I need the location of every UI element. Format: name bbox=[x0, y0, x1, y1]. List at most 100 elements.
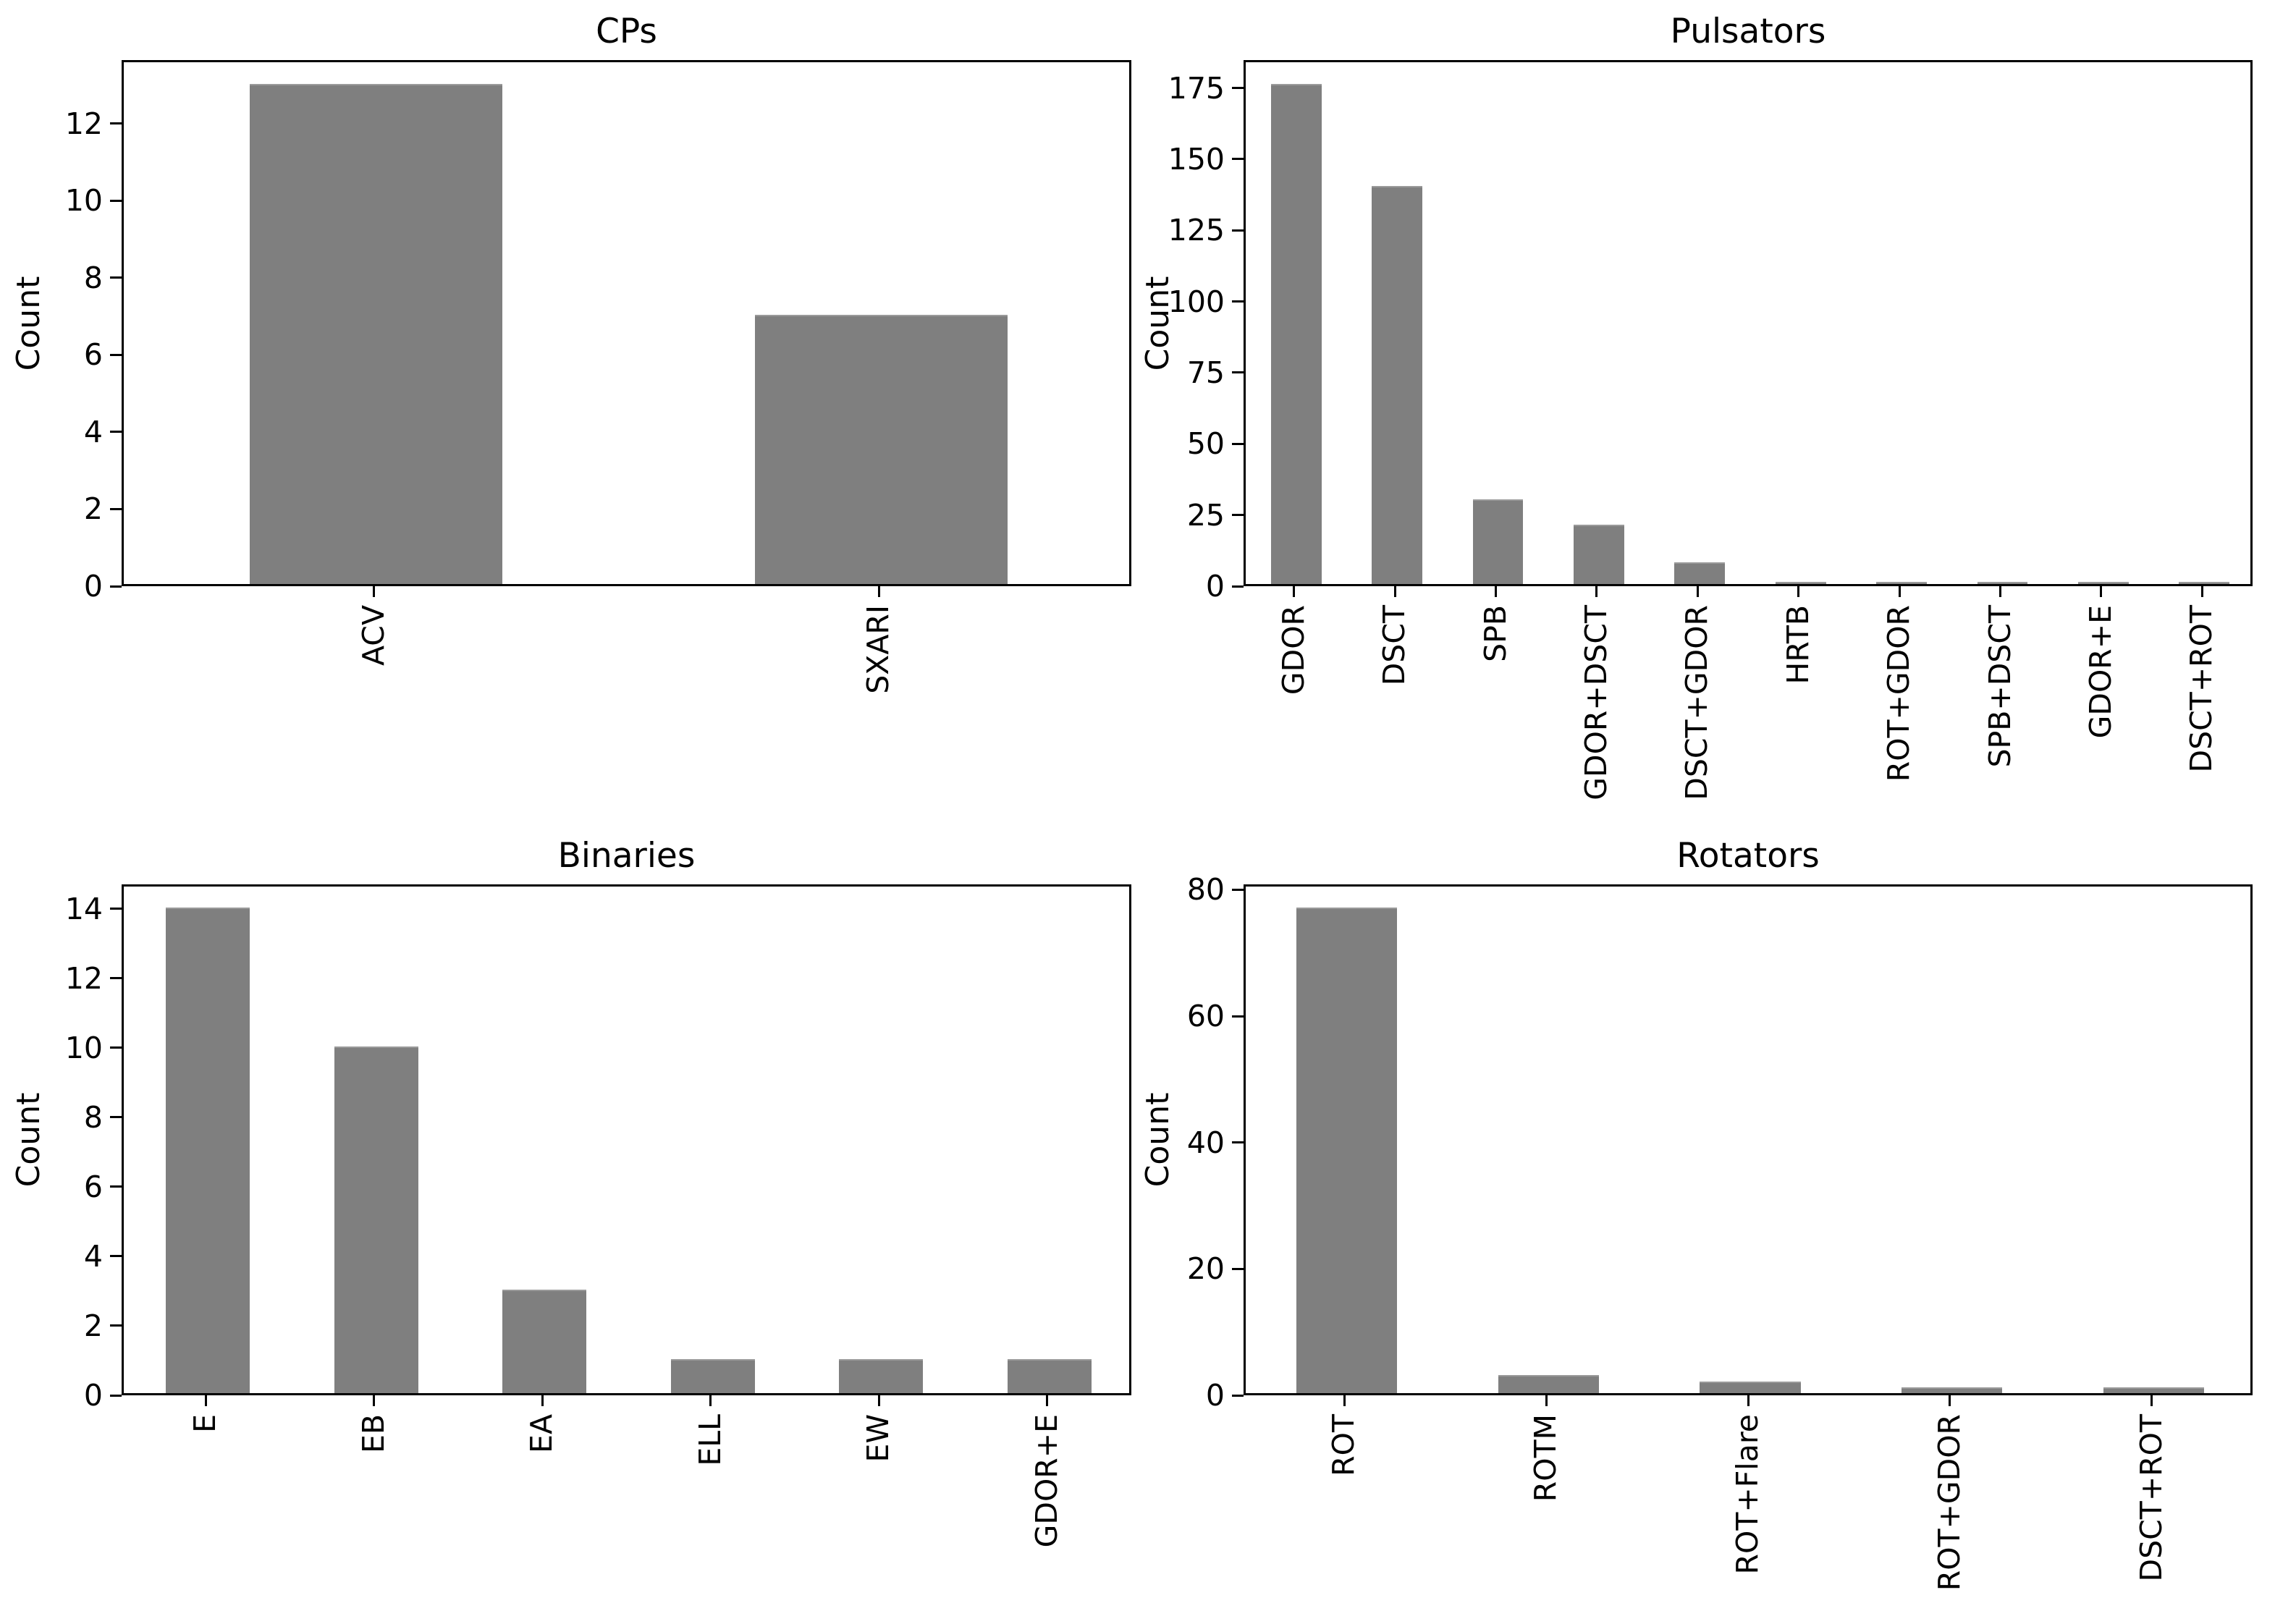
y-tick-label: 4 bbox=[83, 1238, 103, 1274]
bar-EB bbox=[334, 1046, 418, 1393]
plot-area bbox=[122, 60, 1131, 586]
chart-title: Pulsators bbox=[1670, 12, 1826, 51]
y-tick-mark bbox=[110, 1255, 122, 1258]
y-tick-mark bbox=[110, 431, 122, 434]
y-tick-mark bbox=[110, 1324, 122, 1327]
y-tick-label: 4 bbox=[83, 414, 103, 449]
y-tick-label: 6 bbox=[83, 337, 103, 373]
y-tick-mark bbox=[110, 585, 122, 588]
bar-SPB bbox=[1472, 499, 1524, 584]
y-tick-mark bbox=[1232, 888, 1244, 891]
x-tick-mark bbox=[877, 586, 880, 597]
y-tick-label: 10 bbox=[64, 183, 103, 219]
y-tick-label: 80 bbox=[1186, 872, 1225, 908]
y-tick-mark bbox=[1232, 442, 1244, 445]
y-tick-label: 14 bbox=[64, 891, 103, 926]
y-tick-mark bbox=[110, 908, 122, 910]
x-tick-mark bbox=[1696, 586, 1699, 597]
y-tick-label: 100 bbox=[1168, 284, 1225, 319]
y-tick-label: 12 bbox=[64, 106, 103, 141]
x-tick-mark bbox=[541, 1395, 544, 1406]
bar-SPB+DSCT bbox=[1977, 582, 2028, 584]
x-tick-label: ROT+Flare bbox=[1730, 1414, 1765, 1575]
x-tick-label: DSCT+ROT bbox=[2133, 1414, 2169, 1582]
y-tick-label: 0 bbox=[83, 569, 103, 604]
y-tick-label: 125 bbox=[1168, 213, 1225, 248]
y-tick-mark bbox=[1232, 371, 1244, 374]
bar-ACV bbox=[250, 83, 503, 584]
y-tick-label: 75 bbox=[1186, 355, 1225, 390]
x-tick-mark bbox=[1046, 1395, 1049, 1406]
y-tick-label: 2 bbox=[83, 491, 103, 527]
bar-GDOR+E bbox=[1007, 1358, 1092, 1393]
x-tick-mark bbox=[2200, 586, 2203, 597]
bar-DSCT+ROT bbox=[2103, 1387, 2205, 1393]
x-tick-mark bbox=[373, 1395, 376, 1406]
x-tick-mark bbox=[877, 1395, 880, 1406]
y-tick-label: 0 bbox=[83, 1378, 103, 1413]
x-tick-mark bbox=[1797, 586, 1800, 597]
y-tick-label: 40 bbox=[1186, 1125, 1225, 1160]
bar-ROT+GDOR bbox=[1902, 1387, 2003, 1393]
x-tick-mark bbox=[373, 586, 376, 597]
y-tick-label: 8 bbox=[83, 1099, 103, 1135]
y-tick-label: 25 bbox=[1186, 497, 1225, 533]
bar-ROT+Flare bbox=[1700, 1381, 1801, 1393]
x-tick-label: ROT+GDOR bbox=[1931, 1414, 1967, 1591]
x-tick-mark bbox=[204, 1395, 207, 1406]
bar-HRTB bbox=[1775, 582, 1826, 584]
y-tick-label: 10 bbox=[64, 1030, 103, 1065]
y-tick-label: 2 bbox=[83, 1308, 103, 1343]
x-tick-mark bbox=[1495, 586, 1497, 597]
y-tick-label: 0 bbox=[1205, 569, 1225, 604]
y-tick-mark bbox=[1232, 1394, 1244, 1397]
y-tick-mark bbox=[1232, 1267, 1244, 1270]
x-tick-mark bbox=[1949, 1395, 1951, 1406]
y-tick-mark bbox=[1232, 514, 1244, 517]
y-tick-label: 175 bbox=[1168, 70, 1225, 106]
y-tick-mark bbox=[110, 1116, 122, 1119]
y-tick-mark bbox=[1232, 229, 1244, 232]
chart-title: Binaries bbox=[557, 836, 696, 876]
y-tick-mark bbox=[1232, 158, 1244, 161]
y-tick-mark bbox=[110, 1394, 122, 1397]
bar-ROT+GDOR bbox=[1876, 582, 1927, 584]
x-tick-label: ROT bbox=[1326, 1414, 1362, 1476]
y-tick-mark bbox=[110, 199, 122, 202]
plot-area bbox=[122, 884, 1131, 1395]
x-tick-mark bbox=[1293, 586, 1296, 597]
y-tick-label: 8 bbox=[83, 260, 103, 295]
x-tick-mark bbox=[1595, 586, 1598, 597]
y-tick-mark bbox=[110, 977, 122, 980]
x-tick-mark bbox=[1393, 586, 1396, 597]
bar-ELL bbox=[670, 1358, 755, 1393]
bar-ROT bbox=[1296, 907, 1398, 1393]
y-tick-mark bbox=[110, 276, 122, 279]
bar-GDOR+DSCT bbox=[1574, 525, 1624, 584]
y-tick-mark bbox=[110, 122, 122, 125]
y-tick-mark bbox=[110, 1046, 122, 1049]
bar-GDOR+E bbox=[2078, 582, 2129, 584]
y-tick-label: 50 bbox=[1186, 426, 1225, 462]
y-tick-label: 60 bbox=[1186, 999, 1225, 1034]
chart-title: Rotators bbox=[1676, 836, 1820, 876]
y-tick-mark bbox=[110, 1185, 122, 1188]
y-tick-mark bbox=[1232, 1015, 1244, 1018]
y-tick-mark bbox=[1232, 1141, 1244, 1144]
x-tick-mark bbox=[1747, 1395, 1749, 1406]
x-tick-mark bbox=[1898, 586, 1901, 597]
y-tick-mark bbox=[1232, 87, 1244, 90]
bar-E bbox=[166, 907, 250, 1393]
plot-area bbox=[1244, 60, 2253, 586]
y-tick-label: 6 bbox=[83, 1169, 103, 1204]
plot-area bbox=[1244, 884, 2253, 1395]
bar-ROTM bbox=[1498, 1374, 1599, 1393]
bar-GDOR bbox=[1270, 83, 1322, 584]
x-tick-mark bbox=[2151, 1395, 2153, 1406]
y-tick-mark bbox=[1232, 585, 1244, 588]
x-tick-mark bbox=[1999, 586, 2001, 597]
